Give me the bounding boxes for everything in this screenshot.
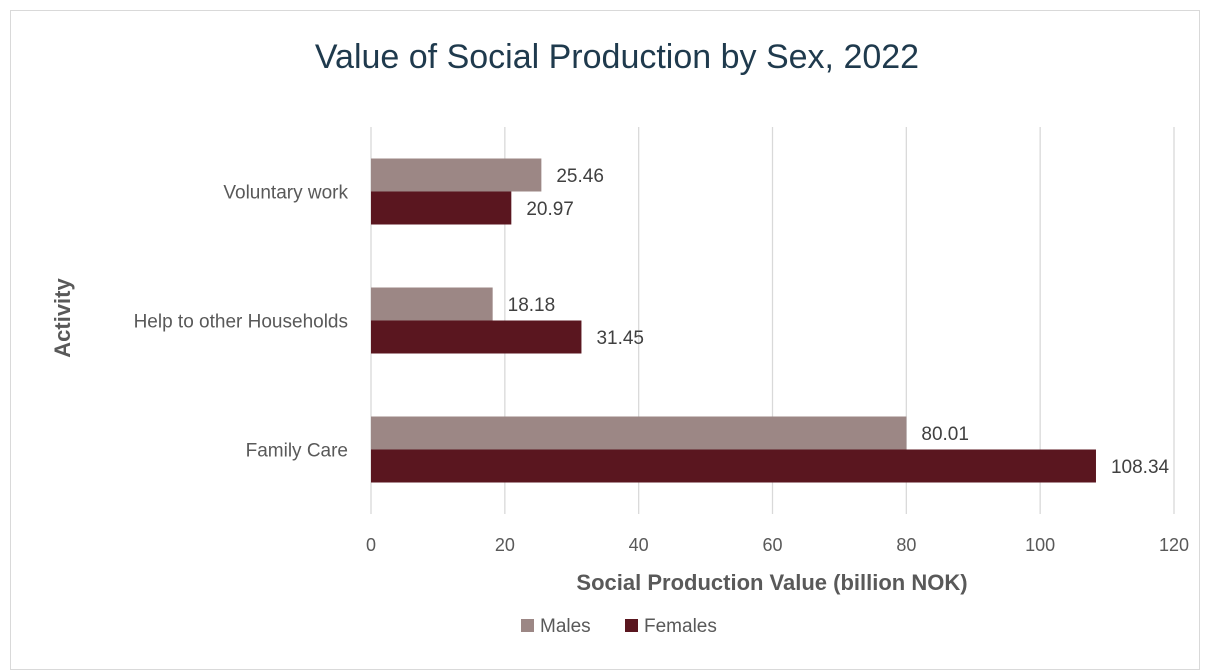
- legend-label-males: Males: [540, 616, 591, 637]
- category-label: Voluntary work: [223, 183, 348, 204]
- data-label: 20.97: [526, 199, 574, 220]
- x-tick-labels: 0 20 40 60 80 100 120: [366, 535, 1189, 555]
- legend-label-females: Females: [644, 616, 717, 637]
- legend-swatch-males: [521, 619, 534, 632]
- x-tick-label: 20: [495, 535, 515, 555]
- x-tick-label: 40: [629, 535, 649, 555]
- data-label: 80.01: [921, 424, 969, 445]
- legend: Males Females: [521, 616, 717, 637]
- x-tick-label: 100: [1025, 535, 1055, 555]
- bar-males-1: [371, 287, 493, 321]
- x-tick-label: 0: [366, 535, 376, 555]
- data-label: 18.18: [508, 295, 556, 316]
- category-label: Family Care: [246, 441, 348, 462]
- data-label: 31.45: [596, 328, 644, 349]
- chart-title: Value of Social Production by Sex, 2022: [315, 38, 919, 76]
- data-labels: 25.46 20.97 18.18 31.45 80.01 108.34: [508, 166, 1170, 478]
- x-tick-label: 80: [896, 535, 916, 555]
- bar-females-2: [371, 449, 1096, 483]
- data-label: 25.46: [556, 166, 604, 187]
- bar-males-0: [371, 158, 542, 192]
- legend-swatch-females: [625, 619, 638, 632]
- category-label: Help to other Households: [134, 312, 348, 333]
- bars: [371, 158, 1096, 483]
- y-axis-title: Activity: [50, 278, 75, 358]
- bar-females-0: [371, 191, 512, 225]
- bar-males-2: [371, 416, 907, 450]
- x-tick-label: 120: [1159, 535, 1189, 555]
- category-labels: Voluntary work Help to other Households Fa…: [134, 183, 349, 462]
- data-label: 108.34: [1111, 457, 1170, 478]
- x-axis-title: Social Production Value (billion NOK): [576, 570, 967, 595]
- x-tick-label: 60: [762, 535, 782, 555]
- bar-females-1: [371, 320, 582, 354]
